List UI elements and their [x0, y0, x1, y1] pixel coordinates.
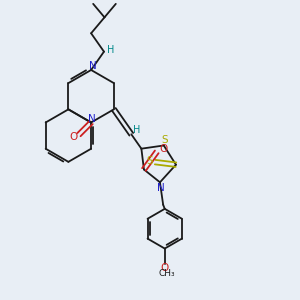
Text: N: N: [157, 183, 164, 193]
Text: CH₃: CH₃: [159, 269, 175, 278]
Text: H: H: [107, 45, 115, 55]
Text: N: N: [88, 114, 96, 124]
Text: S: S: [146, 156, 153, 166]
Text: S: S: [161, 135, 168, 145]
Text: N: N: [88, 61, 96, 71]
Text: O: O: [70, 132, 78, 142]
Text: H: H: [134, 125, 141, 135]
Text: O: O: [159, 144, 167, 154]
Text: O: O: [160, 263, 168, 273]
